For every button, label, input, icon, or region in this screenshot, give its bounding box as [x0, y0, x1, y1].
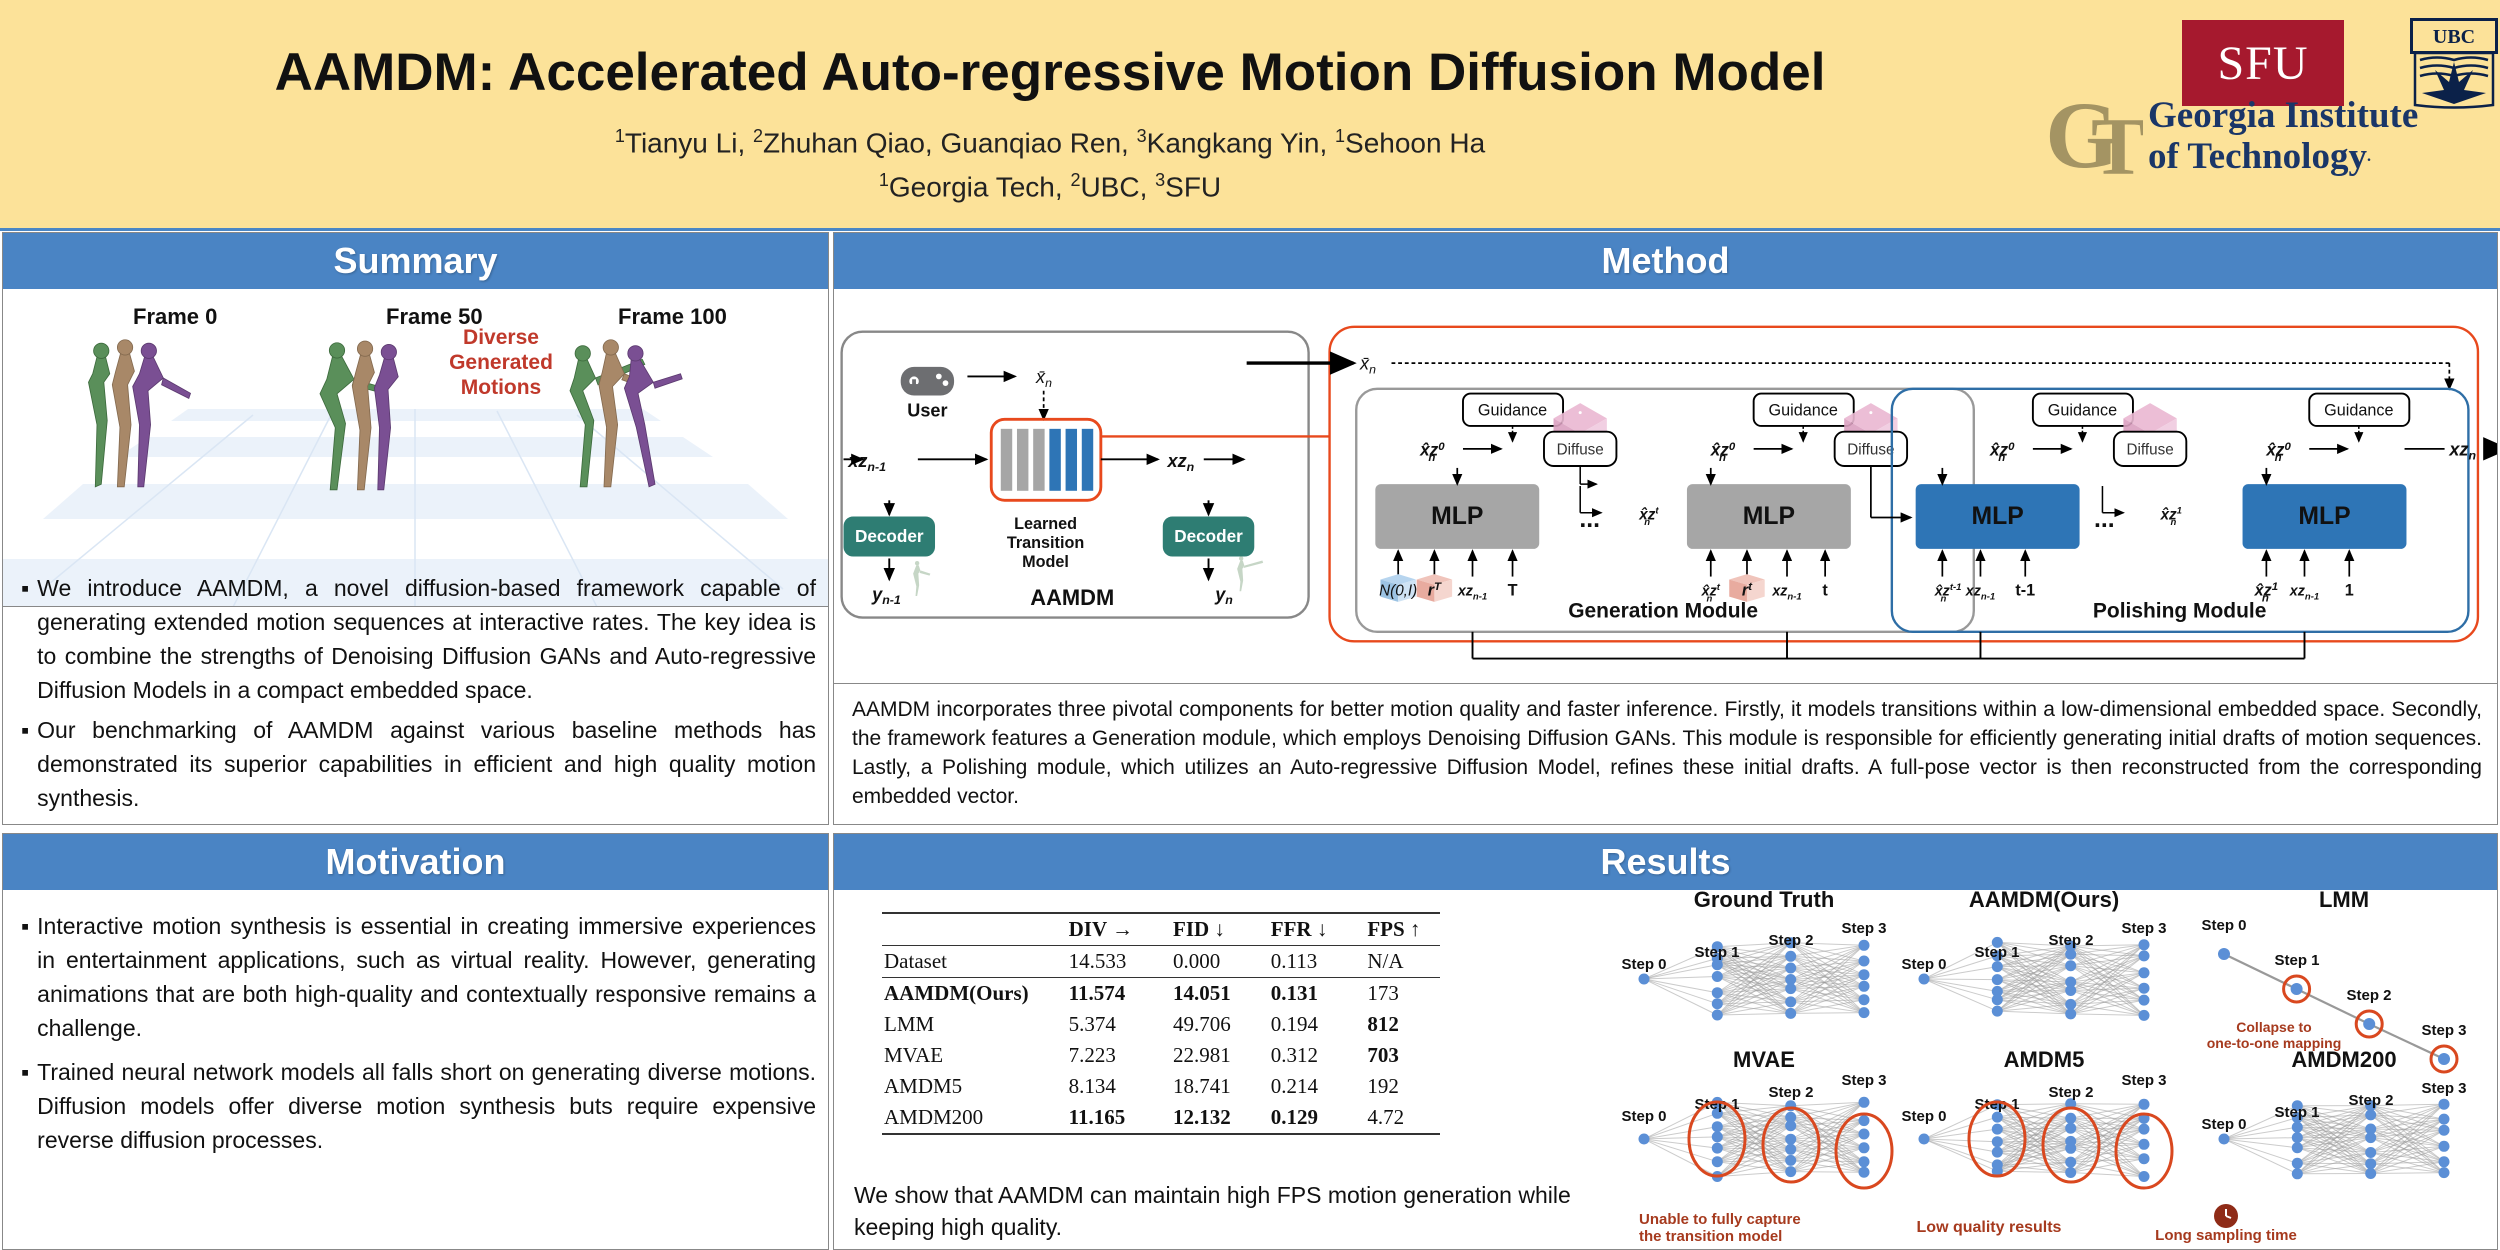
- svg-text:Step 2: Step 2: [1768, 932, 1813, 949]
- svg-text:Step 0: Step 0: [1901, 956, 1946, 973]
- svg-text:Step 0: Step 0: [2201, 917, 2246, 934]
- svg-text:yn: yn: [1214, 584, 1233, 607]
- svg-text:Polishing Module: Polishing Module: [2093, 600, 2266, 623]
- svg-text:Step 3: Step 3: [1841, 920, 1886, 937]
- svg-text:Step 1: Step 1: [1694, 944, 1739, 961]
- svg-text:Step 1: Step 1: [1694, 1096, 1739, 1113]
- svg-text:x̂z0n: x̂z0 n: [1989, 440, 2015, 465]
- svg-text:Guidance: Guidance: [1478, 402, 1547, 420]
- svg-text:Collapse to: Collapse to: [2236, 1019, 2311, 1035]
- svg-text:AAMDM: AAMDM: [1030, 585, 1114, 610]
- svg-text:Step 1: Step 1: [1974, 944, 2019, 961]
- svg-text:Frame 100: Frame 100: [618, 304, 727, 329]
- svg-text:x̂z0n: x̂z0 n: [1710, 440, 1736, 465]
- svg-text:Motions: Motions: [461, 376, 541, 399]
- svg-text:MLP: MLP: [2298, 503, 2350, 530]
- svg-text:xzn-1: xzn-1: [1457, 584, 1487, 603]
- svg-text:Model: Model: [1022, 553, 1069, 571]
- svg-text:N(0,I): N(0,I): [1379, 583, 1417, 600]
- svg-text:xzn-1: xzn-1: [2289, 584, 2319, 603]
- svg-text:Diverse: Diverse: [463, 326, 539, 349]
- svg-text:Step 1: Step 1: [2274, 952, 2319, 969]
- svg-text:Guidance: Guidance: [1769, 402, 1838, 420]
- svg-text:Step 2: Step 2: [2048, 1084, 2093, 1101]
- svg-text:Ground Truth: Ground Truth: [1694, 887, 1835, 912]
- svg-text:x̂z0n: x̂z0 n: [1419, 440, 1445, 465]
- svg-text:Step 2: Step 2: [2346, 987, 2391, 1004]
- svg-text:AAMDM(Ours): AAMDM(Ours): [1969, 887, 2119, 912]
- svg-text:Diffuse: Diffuse: [1557, 442, 1604, 459]
- svg-text:x̂zt-1n: x̂zt-1 n: [1934, 582, 1962, 604]
- svg-text:Step 0: Step 0: [1621, 956, 1666, 973]
- svg-text:Step 3: Step 3: [2421, 1080, 2466, 1097]
- svg-text:xzn: xzn: [2448, 440, 2476, 463]
- svg-text:one-to-one mapping: one-to-one mapping: [2207, 1035, 2342, 1051]
- svg-text:Unable to fully capture: Unable to fully capture: [1639, 1211, 1801, 1228]
- svg-text:MLP: MLP: [1431, 503, 1483, 530]
- svg-text:Step 2: Step 2: [1768, 1084, 1813, 1101]
- svg-text:t: t: [1822, 582, 1828, 600]
- svg-text:xzn-1: xzn-1: [1965, 584, 1995, 603]
- svg-text:x̂z0n: x̂z0 n: [2265, 440, 2291, 465]
- svg-text:Diffuse: Diffuse: [1847, 442, 1894, 459]
- svg-text:xzn-1: xzn-1: [1771, 584, 1801, 603]
- svg-text:Frame 0: Frame 0: [133, 304, 217, 329]
- svg-text:xzn: xzn: [1167, 451, 1195, 474]
- svg-text:Step 3: Step 3: [2121, 920, 2166, 937]
- svg-text:...: ...: [2094, 506, 2115, 533]
- svg-text:Low quality results: Low quality results: [1917, 1219, 2062, 1236]
- svg-text:Step 0: Step 0: [1901, 1108, 1946, 1125]
- svg-text:Step 3: Step 3: [2421, 1022, 2466, 1039]
- svg-text:Step 2: Step 2: [2048, 932, 2093, 949]
- svg-text:Guidance: Guidance: [2324, 402, 2393, 420]
- svg-text:Generated: Generated: [449, 351, 553, 374]
- svg-text:Long sampling time: Long sampling time: [2155, 1227, 2297, 1244]
- svg-text:AMDM200: AMDM200: [2291, 1047, 2396, 1072]
- svg-text:Step 3: Step 3: [2121, 1072, 2166, 1089]
- svg-text:Generation Module: Generation Module: [1568, 600, 1758, 623]
- svg-text:...: ...: [1579, 506, 1600, 533]
- svg-text:Step 1: Step 1: [1974, 1096, 2019, 1113]
- svg-text:Diffuse: Diffuse: [2127, 442, 2174, 459]
- svg-text:Decoder: Decoder: [1174, 526, 1243, 546]
- svg-text:Transition: Transition: [1007, 534, 1084, 552]
- svg-text:the transition model: the transition model: [1639, 1228, 1782, 1245]
- svg-text:LMM: LMM: [2319, 887, 2369, 912]
- svg-text:Step 3: Step 3: [1841, 1072, 1886, 1089]
- svg-text:MLP: MLP: [1971, 503, 2023, 530]
- svg-text:Guidance: Guidance: [2048, 402, 2117, 420]
- svg-text:Step 2: Step 2: [2348, 1092, 2393, 1109]
- svg-text:AMDM5: AMDM5: [2004, 1047, 2085, 1072]
- svg-text:1: 1: [2345, 582, 2354, 600]
- svg-text:x̂z1n: x̂z1 n: [2160, 506, 2182, 528]
- svg-text:x̄n: x̄n: [1035, 367, 1052, 390]
- svg-text:User: User: [907, 400, 947, 420]
- svg-text:x̂ztn: x̂zt n: [1638, 506, 1659, 528]
- svg-text:MLP: MLP: [1743, 503, 1795, 530]
- svg-text:x̄n: x̄n: [1359, 354, 1376, 377]
- svg-text:xzn-1: xzn-1: [847, 451, 886, 474]
- svg-text:Step 0: Step 0: [1621, 1108, 1666, 1125]
- svg-text:UBC: UBC: [2433, 26, 2475, 48]
- svg-text:t-1: t-1: [2015, 582, 2035, 600]
- svg-text:Step 0: Step 0: [2201, 1116, 2246, 1133]
- svg-text:T: T: [1508, 582, 1518, 600]
- svg-text:MVAE: MVAE: [1733, 1047, 1795, 1072]
- svg-text:yn-1: yn-1: [871, 584, 901, 607]
- svg-text:Decoder: Decoder: [855, 526, 924, 546]
- svg-text:Step 1: Step 1: [2274, 1104, 2319, 1121]
- svg-text:Learned: Learned: [1014, 515, 1077, 533]
